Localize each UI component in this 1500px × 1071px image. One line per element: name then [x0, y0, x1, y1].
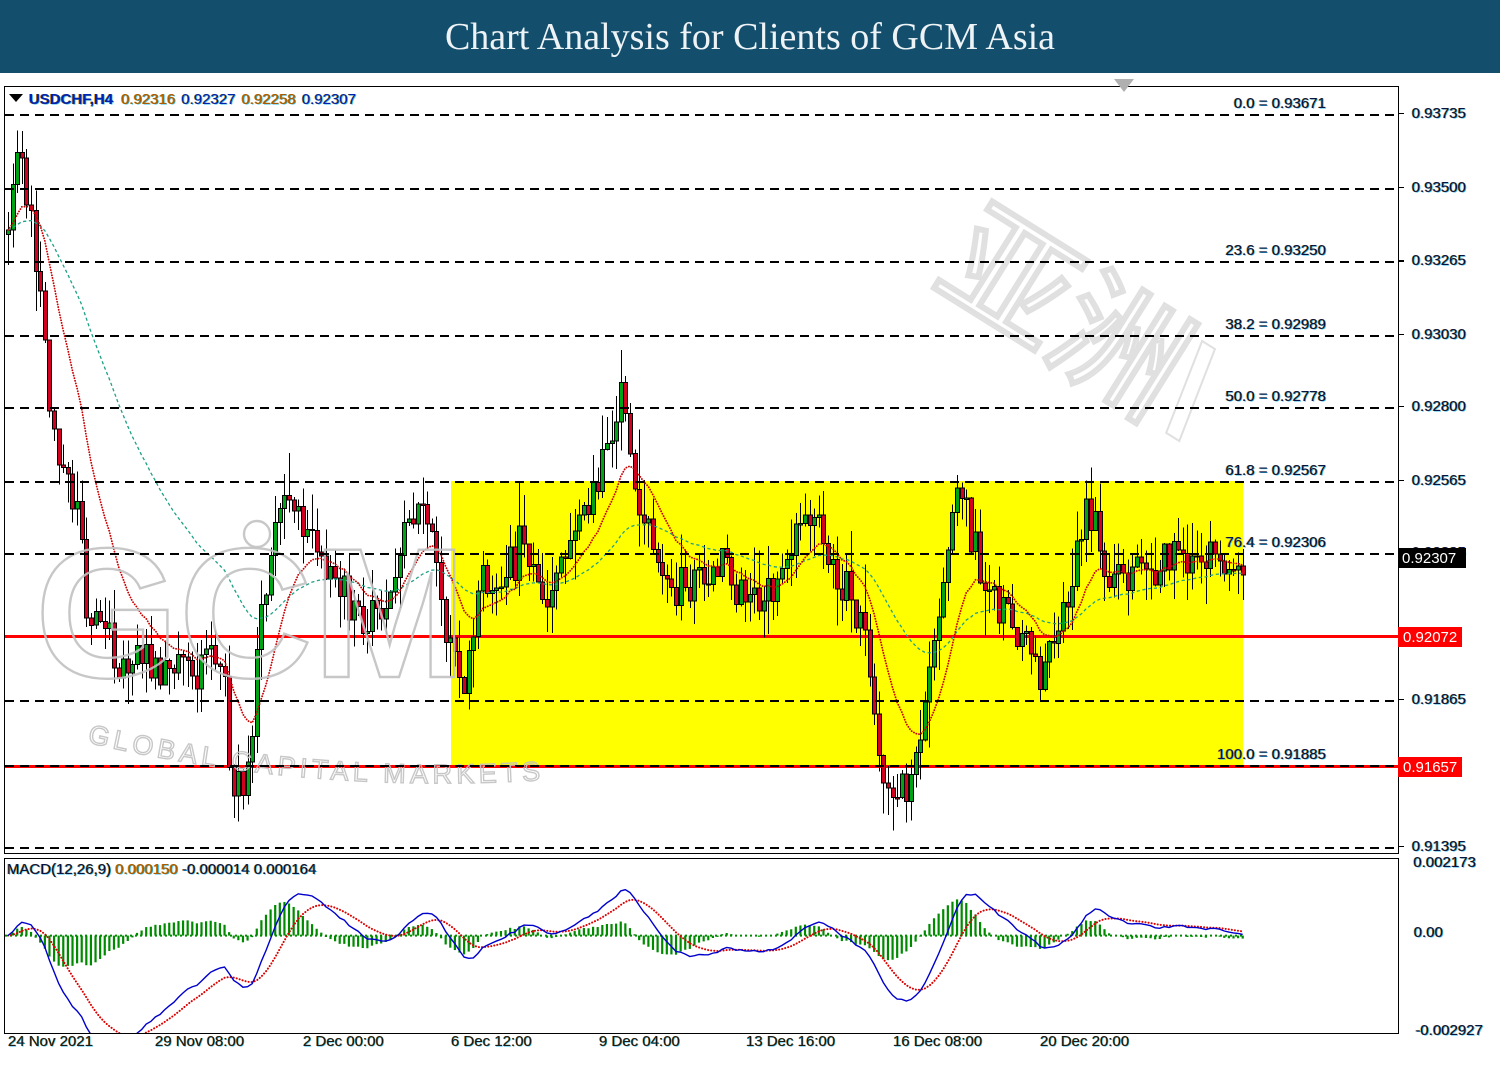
- svg-text:GLOBAL CAPITAL MARKETS: GLOBAL CAPITAL MARKETS: [86, 719, 546, 789]
- svg-text:亚洲\: 亚洲\: [916, 182, 1244, 463]
- svg-text:GCM: GCM: [35, 511, 467, 717]
